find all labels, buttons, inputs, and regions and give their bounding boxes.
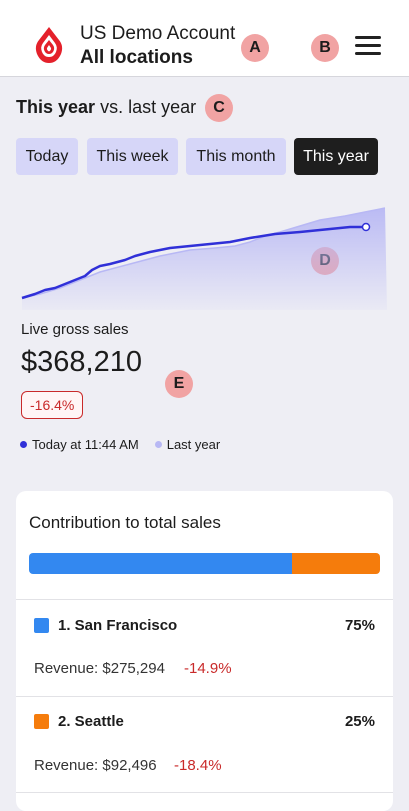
divider [16,792,393,793]
location-share: 25% [344,713,375,730]
lightspeed-flame-icon [35,27,63,63]
legend-current-label: Today at 11:44 AM [32,437,139,452]
location-revenue: Revenue: $92,496 [34,757,157,774]
chart-legend: Today at 11:44 AM Last year [20,437,220,452]
contribution-bar-segment-san-francisco [29,553,293,574]
location-revenue-delta: -18.4% [174,757,222,774]
contribution-bar [29,553,380,574]
contribution-title: Contribution to total sales [29,513,221,532]
legend-previous-dot-icon [154,441,162,448]
filter-this-month[interactable]: This month [186,138,286,175]
annotation-badge-c: C [205,94,233,122]
legend-current-dot-icon [20,441,27,448]
hamburger-menu-icon[interactable] [355,36,383,56]
sales-label: Live gross sales [21,321,129,338]
account-name[interactable]: US Demo Account [80,23,236,44]
sales-trend-chart [21,207,387,310]
divider [16,696,393,697]
location-name: 1. San Francisco [58,617,178,634]
divider [16,599,393,600]
period-title: This year vs. last year [16,97,196,118]
filter-today[interactable]: Today [16,138,78,175]
legend-previous-label: Last year [166,437,221,452]
filter-this-year[interactable]: This year [294,138,378,175]
annotation-badge-a: A [241,34,269,62]
location-color-swatch [34,618,49,633]
current-year-line [21,225,366,300]
sales-value: $368,210 [21,346,142,378]
location-revenue-delta: -14.9% [184,660,232,677]
period-comparison: vs. last year [100,97,197,117]
annotation-badge-e: E [165,370,193,398]
contribution-bar-segment-seattle [292,553,380,574]
current-position-marker [361,222,371,232]
annotation-badge-b: B [311,34,339,62]
sales-delta-badge: -16.4% [21,391,84,419]
location-name: 2. Seattle [58,713,124,730]
location-share: 75% [344,617,375,634]
period-current: This year [16,97,96,117]
filter-this-week[interactable]: This week [87,138,178,175]
location-color-swatch [34,714,49,729]
last-year-area [22,208,387,310]
location-revenue: Revenue: $275,294 [34,660,165,677]
last-year-line [21,207,386,299]
app-header: US Demo Account All locations [0,0,409,77]
contribution-card: Contribution to total sales 1. San Franc… [16,491,393,811]
location-selector[interactable]: All locations [80,47,193,68]
